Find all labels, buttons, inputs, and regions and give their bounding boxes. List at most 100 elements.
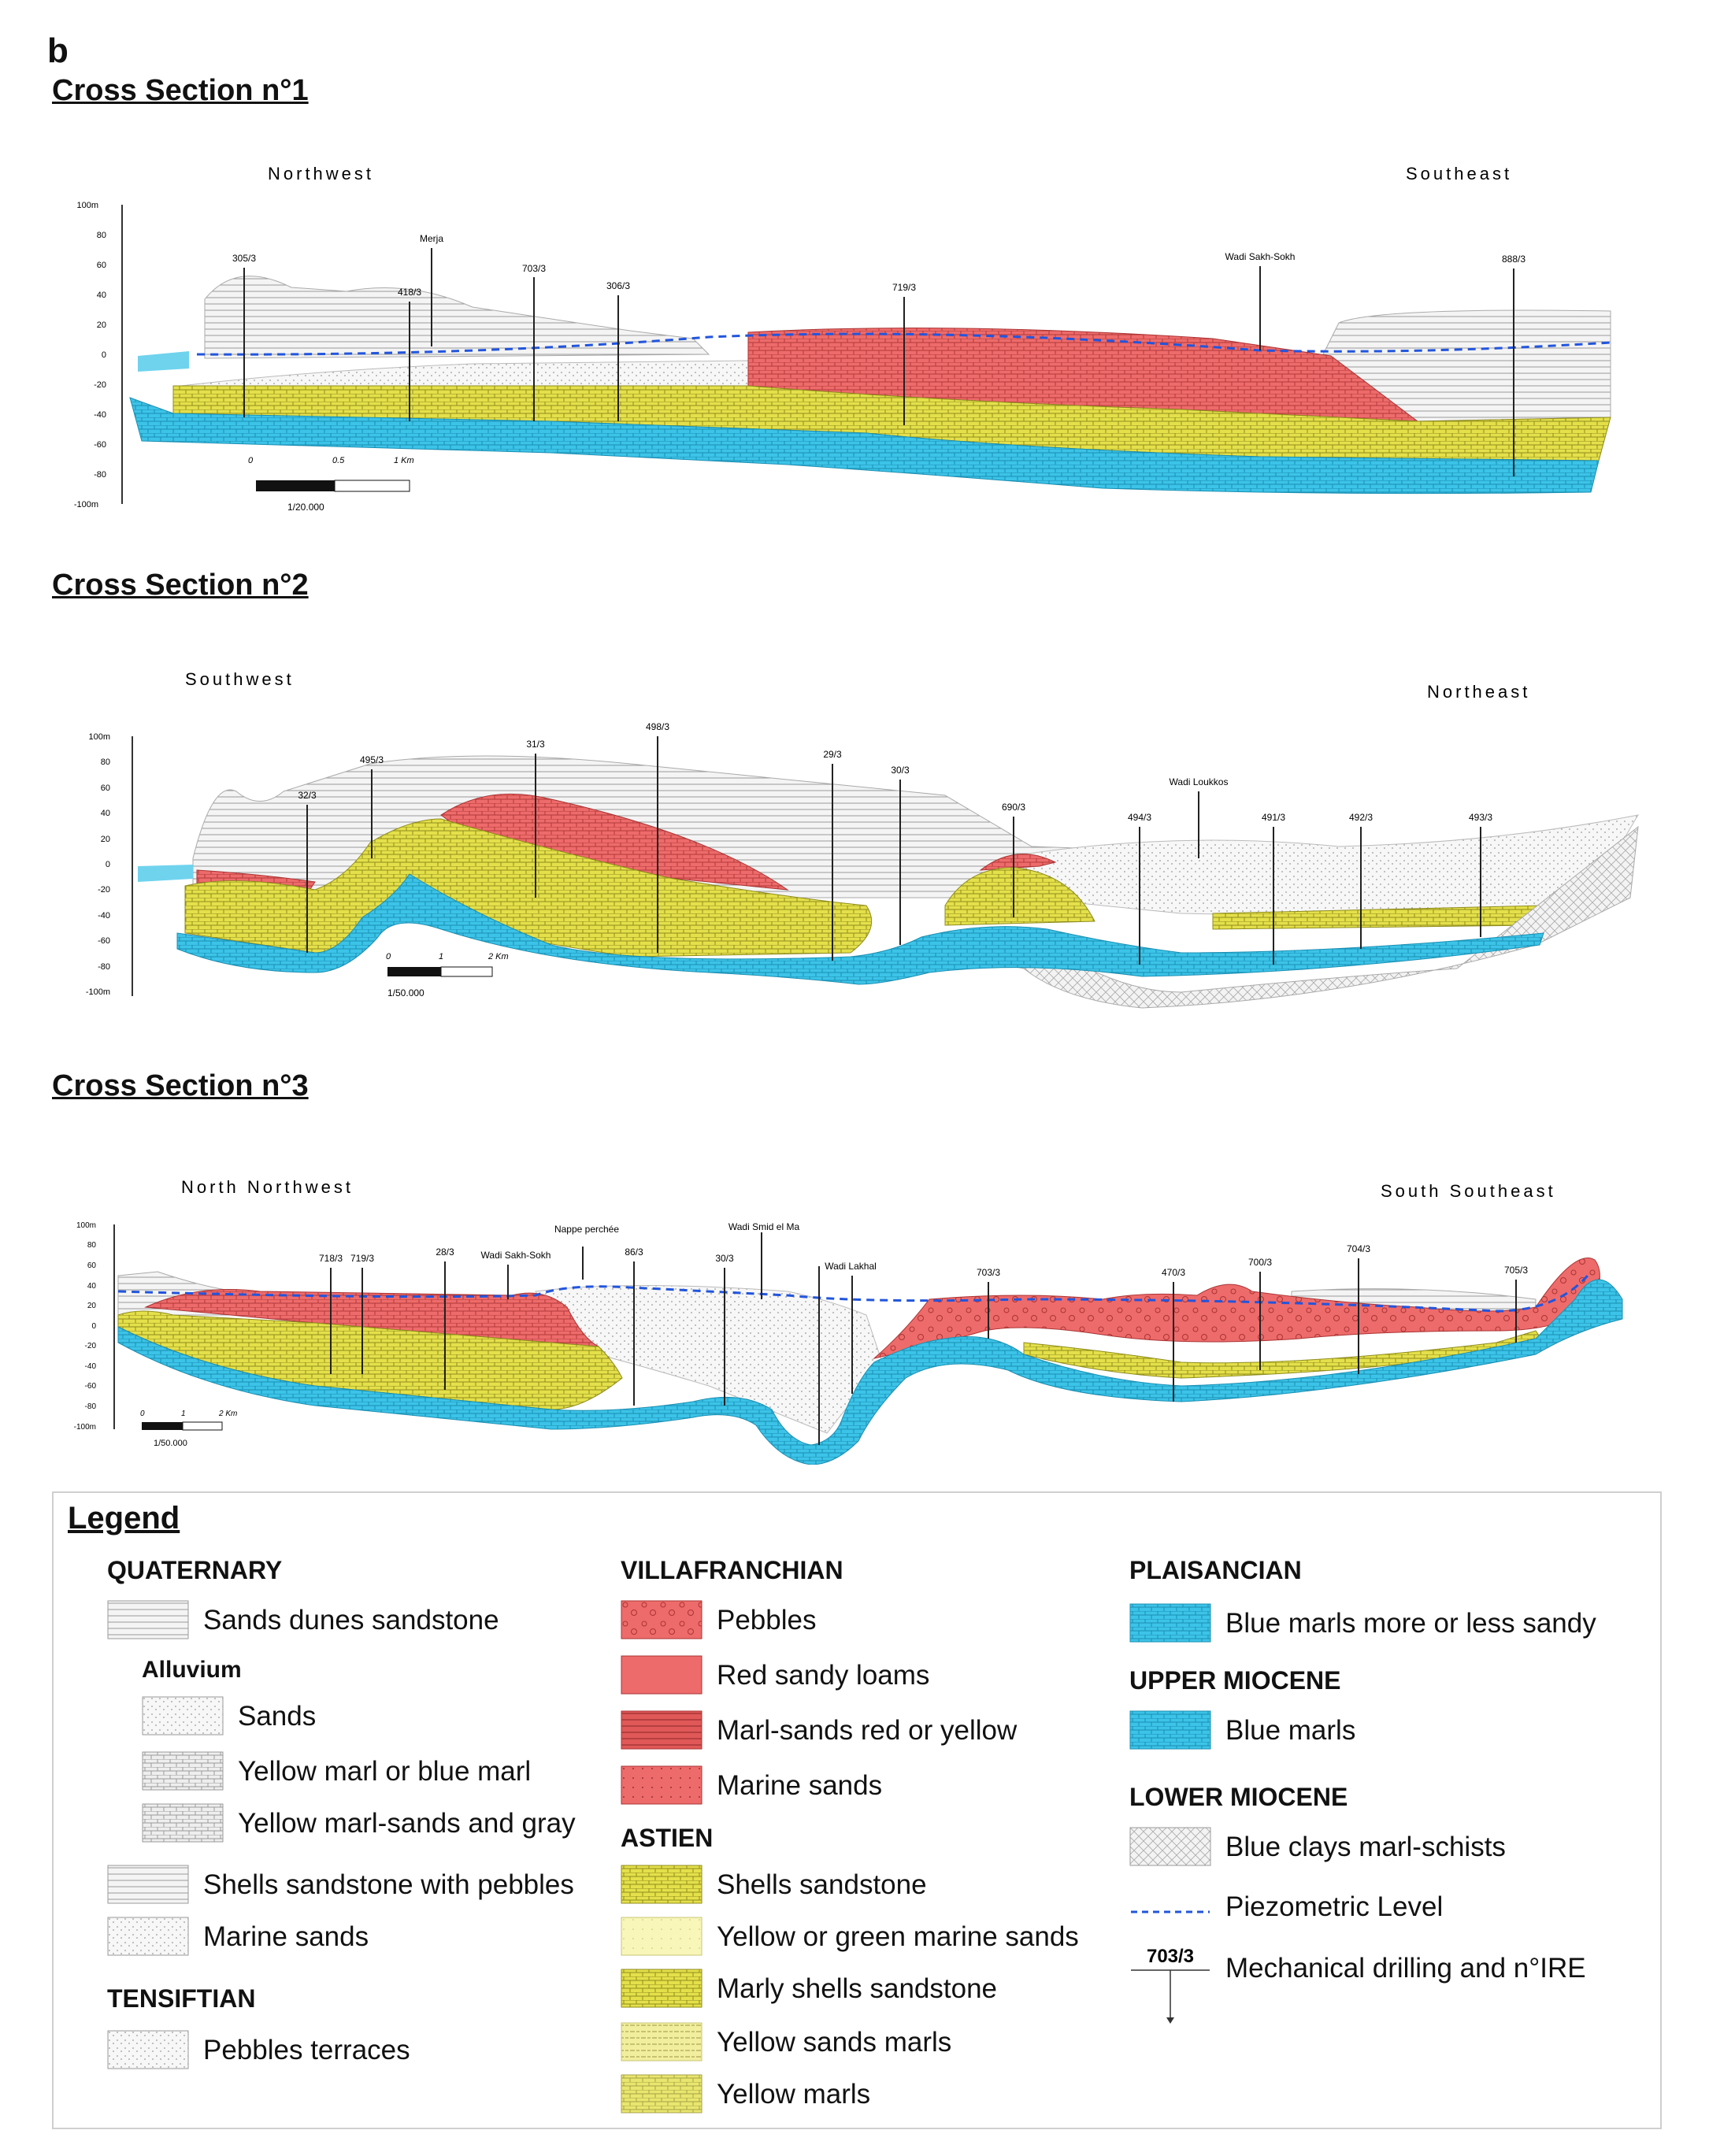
scale-tick: 1 [439, 952, 443, 961]
legend-alluvium: Alluvium [142, 1657, 242, 1683]
sea-left [138, 351, 189, 372]
tick-label: -100m [74, 1423, 96, 1432]
direction-right: South Southeast [1381, 1181, 1556, 1201]
axis-tick-labels: 100m 80 60 40 20 0 -20 -40 -60 -80 -100m [74, 201, 106, 509]
tick-label: -80 [85, 1402, 97, 1411]
tick-label: 20 [101, 835, 110, 844]
tick-label: 0 [102, 350, 106, 360]
well-label: 718/3 [319, 1253, 343, 1264]
tick-label: 40 [87, 1282, 97, 1291]
wells [243, 248, 1514, 476]
scale-bar: 0 1 2 Km 1/50.000 [140, 1410, 237, 1448]
tick-label: -20 [85, 1342, 97, 1350]
tick-label: -60 [94, 440, 106, 450]
layer-blue-marls [129, 397, 1600, 495]
scale-bar: 0 1 2 Km 1/50.000 [386, 952, 509, 998]
feature-label: Wadi Smid el Ma [728, 1221, 800, 1232]
layer-blue-marls [117, 1279, 1623, 1465]
tick-label: 40 [101, 809, 110, 818]
direction-right: Northeast [1427, 682, 1530, 702]
cross-section-2: Southwest Northeast 100m 80 60 40 20 0 -… [86, 669, 1639, 1009]
section-3-title: Cross Section n°3 [52, 1069, 309, 1102]
legend-lower-miocene: LOWER MIOCENE [1129, 1783, 1348, 1811]
wells [306, 736, 1481, 965]
tick-label: -80 [94, 470, 106, 480]
well-label: 491/3 [1262, 812, 1285, 823]
feature-label: Wadi Sakh-Sokh [481, 1250, 551, 1261]
scale-ratio: 1/50.000 [154, 1439, 187, 1448]
tick-label: -40 [94, 410, 106, 420]
well-label: 495/3 [360, 754, 384, 765]
tick-label: 60 [87, 1261, 97, 1270]
cross-section-1: Northwest Southeast 100m 80 60 40 20 0 -… [74, 164, 1611, 513]
well-labels: 305/3 418/3 703/3 306/3 719/3 888/3 Merj… [232, 233, 1525, 298]
direction-left: Northwest [268, 164, 374, 183]
well-label: 30/3 [891, 765, 910, 776]
well-label: 31/3 [526, 739, 545, 750]
direction-left: Southwest [185, 669, 295, 689]
legend-tensiftian: TENSIFTIAN [107, 1984, 256, 2013]
section-1-title: Cross Section n°1 [52, 74, 309, 107]
well-label: 704/3 [1347, 1243, 1370, 1254]
tick-label: 0 [106, 860, 110, 869]
well-label: 703/3 [522, 263, 546, 274]
well-label: 470/3 [1162, 1267, 1185, 1278]
panel-letter: b [47, 31, 69, 70]
tick-label: -20 [94, 380, 106, 390]
layer-pebbles [873, 1258, 1600, 1359]
layer-sands [1023, 814, 1639, 922]
scale-bar: 0 0.5 1 Km 1/20.000 [248, 456, 414, 513]
axis-tick-labels: 100m 80 60 40 20 0 -20 -40 -60 -80 -100m [74, 1221, 97, 1432]
tick-label: -40 [85, 1362, 97, 1371]
well-label: 418/3 [398, 287, 421, 298]
well-label: 28/3 [436, 1247, 454, 1258]
tick-label: 80 [87, 1241, 97, 1250]
well-label: 86/3 [625, 1247, 643, 1258]
well-label: 703/3 [977, 1267, 1000, 1278]
tick-label: 100m [88, 732, 110, 742]
feature-label: Wadi Sakh-Sokh [1225, 251, 1296, 262]
piezometric-level [117, 1271, 1592, 1313]
layer-blue-marls [176, 873, 1544, 985]
scale-ratio: 1/20.000 [287, 502, 324, 513]
tick-label: -100m [86, 987, 110, 997]
scale-ratio: 1/50.000 [387, 987, 424, 998]
well-label: 888/3 [1502, 254, 1525, 265]
legend-villafranchian: VILLAFRANCHIAN [621, 1556, 843, 1584]
scale-tick: 2 Km [218, 1410, 237, 1418]
piezometric-level [196, 332, 1611, 356]
well-label: 306/3 [606, 280, 630, 291]
well-label: 705/3 [1504, 1265, 1528, 1276]
well-label: 30/3 [715, 1253, 734, 1264]
direction-right: Southeast [1406, 164, 1512, 183]
well-label: 690/3 [1002, 802, 1025, 813]
tick-label: 20 [87, 1302, 97, 1310]
well-labels: 718/3 719/3 28/3 86/3 30/3 703/3 470/3 7… [319, 1221, 1528, 1278]
scale-tick: 1 Km [394, 456, 414, 465]
legend-plaisancian: PLAISANCIAN [1129, 1556, 1302, 1584]
feature-label: Nappe perchée [554, 1224, 619, 1235]
layer-shells-sandstone-2 [944, 867, 1095, 926]
tick-label: -80 [98, 962, 110, 972]
tick-label: 60 [101, 783, 110, 793]
scale-tick: 0 [386, 952, 391, 961]
legend-upper-miocene: UPPER MIOCENE [1129, 1666, 1341, 1695]
tick-label: -40 [98, 911, 110, 921]
scale-tick: 0.5 [332, 456, 345, 465]
feature-label: Merja [420, 233, 443, 244]
well-label: 492/3 [1349, 812, 1373, 823]
well-label: 29/3 [823, 749, 842, 760]
tick-label: -60 [98, 936, 110, 946]
section-2-title: Cross Section n°2 [52, 569, 309, 602]
well-labels: 495/3 32/3 31/3 498/3 29/3 30/3 690/3 49… [298, 721, 1492, 823]
well-label: 32/3 [298, 790, 317, 801]
layer-sands [535, 1285, 883, 1434]
well-label: 719/3 [892, 282, 916, 293]
tick-label: 0 [91, 1322, 96, 1331]
layer-upper-hatch [204, 276, 710, 359]
legend-astien: ASTIEN [621, 1824, 714, 1852]
tick-label: 40 [97, 291, 106, 300]
well-label: 494/3 [1128, 812, 1151, 823]
sea-left [138, 865, 193, 882]
tick-label: -60 [85, 1382, 97, 1391]
